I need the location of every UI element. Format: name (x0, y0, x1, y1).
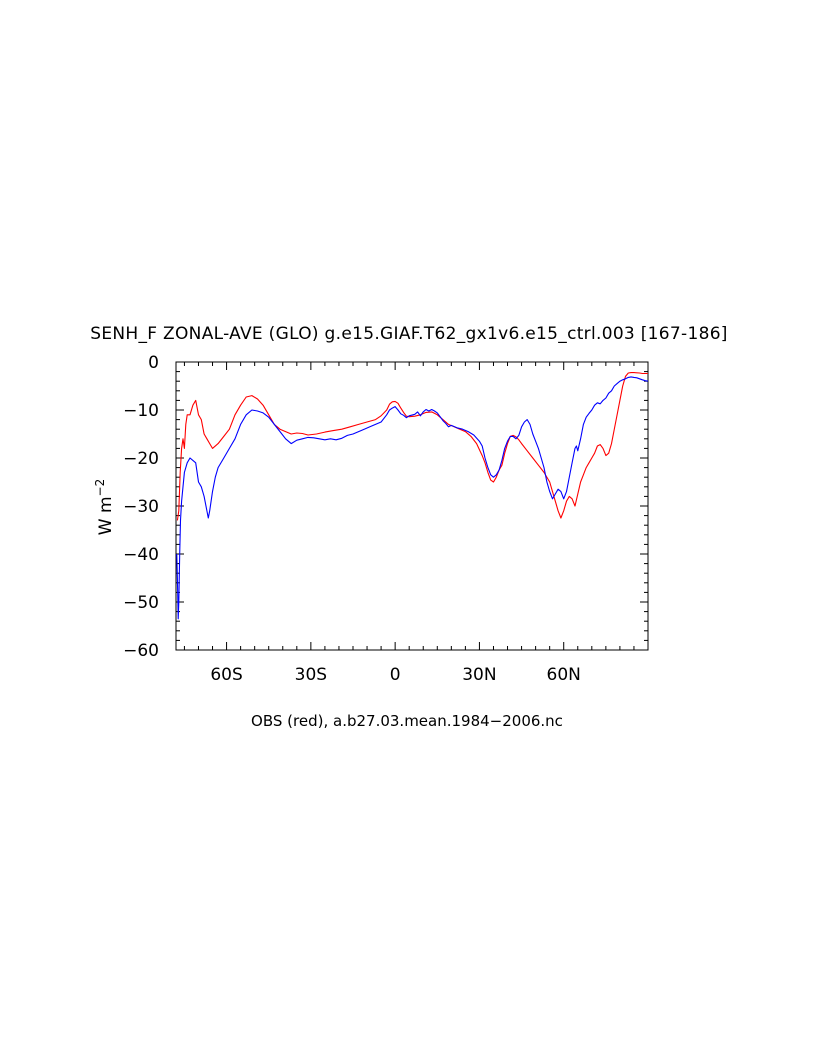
series-line-0 (176, 372, 648, 521)
series-line-1 (176, 376, 649, 620)
x-tick-label: 0 (390, 665, 401, 685)
y-tick-label: 0 (148, 353, 159, 373)
x-tick-label: 60N (547, 665, 581, 685)
y-tick-label: −50 (123, 593, 159, 613)
plot-border (175, 361, 649, 651)
chart-caption: OBS (red), a.b27.03.mean.1984−2006.nc (251, 712, 563, 730)
x-tick-label: 30S (295, 665, 327, 685)
x-tick-label: 60S (210, 665, 242, 685)
y-tick-label: −20 (123, 449, 159, 469)
minor-ticks (176, 362, 648, 650)
x-tick-label: 30N (462, 665, 496, 685)
y-tick-label: −60 (123, 641, 159, 661)
chart-title: SENH_F ZONAL-AVE (GLO) g.e15.GIAF.T62_gx… (90, 324, 728, 344)
series-layer (176, 372, 649, 620)
y-tick-label: −10 (123, 401, 159, 421)
plot-frame (175, 361, 649, 651)
y-axis: 0 −10 −20 −30 −40 −50 −60 (123, 353, 648, 661)
y-axis-label: W m−2 (93, 479, 116, 535)
x-axis: 60S 30S 0 30N 60N (210, 362, 581, 685)
y-tick-label: −30 (123, 497, 159, 517)
y-tick-label: −40 (123, 545, 159, 565)
